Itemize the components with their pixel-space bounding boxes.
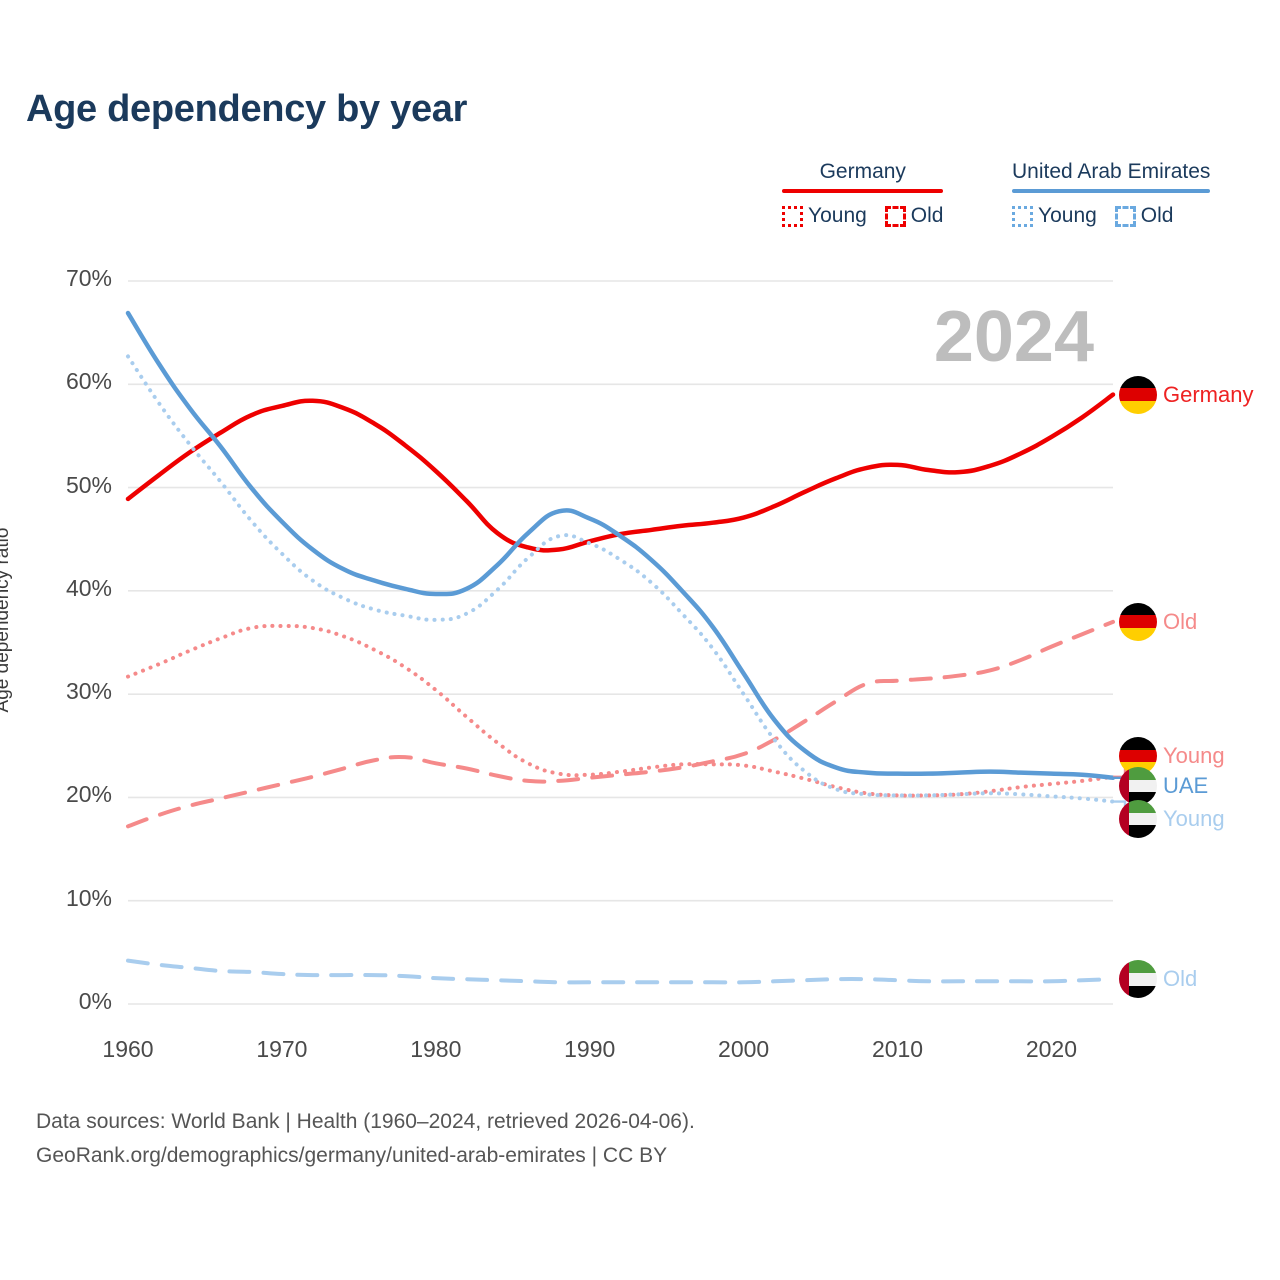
end-label-text: UAE — [1163, 773, 1209, 799]
end-label-uae-young[interactable]: Young — [1119, 800, 1225, 839]
series-line-germany-total — [125, 392, 1116, 553]
x-tick-label: 1960 — [102, 1036, 154, 1062]
legend-country-label: United Arab Emirates — [1012, 160, 1211, 183]
legend-item-label: Young — [1038, 204, 1097, 227]
footer-credits: Data sources: World Bank | Health (1960–… — [36, 1105, 695, 1173]
chart-legend: Germany Young Old United Arab Emirates Y — [770, 160, 1260, 246]
legend-item-label: Young — [808, 204, 867, 227]
end-label-text: Old — [1163, 966, 1198, 992]
x-tick-label: 2010 — [871, 1036, 924, 1062]
end-label-germany-total[interactable]: Germany — [1119, 375, 1254, 414]
series-line-germany-young — [126, 623, 1115, 798]
end-label-uae-old[interactable]: Old — [1119, 960, 1198, 999]
end-label-text: Germany — [1163, 381, 1254, 407]
uae-flag-icon — [1119, 960, 1157, 999]
y-tick-label: 50% — [65, 471, 112, 498]
series-line-germany-old — [126, 619, 1115, 829]
x-tick-label: 1990 — [564, 1036, 616, 1062]
x-tick-label: 2020 — [1025, 1036, 1078, 1062]
series-line-uae-total — [125, 310, 1116, 781]
y-tick-label: 60% — [65, 368, 112, 395]
germany-flag-icon — [1119, 602, 1157, 641]
legend-underline-germany — [782, 189, 944, 193]
x-tick-label: 2000 — [718, 1036, 770, 1062]
y-tick-label: 20% — [65, 781, 112, 808]
page-title: Age dependency by year — [26, 88, 468, 130]
uae-flag-icon — [1119, 800, 1157, 839]
y-axis-title: Age dependency ratio — [0, 527, 13, 713]
legend-country-label: Germany — [819, 160, 906, 183]
legend-group-germany[interactable]: Germany Young Old — [782, 160, 944, 228]
year-watermark: 2024 — [933, 297, 1094, 377]
y-tick-label: 30% — [65, 678, 112, 705]
legend-item-uae-young[interactable]: Young — [1012, 204, 1097, 228]
x-tick-label: 1970 — [256, 1036, 308, 1062]
dashed-swatch-icon — [1114, 205, 1136, 227]
series-line-uae-old — [126, 958, 1115, 985]
end-label-text: Young — [1163, 743, 1225, 769]
legend-item-germany-old[interactable]: Old — [884, 204, 944, 228]
legend-underline-uae — [1012, 189, 1211, 193]
legend-item-germany-young[interactable]: Young — [782, 204, 867, 228]
y-tick-label: 70% — [65, 265, 112, 291]
legend-item-label: Old — [1140, 204, 1174, 227]
y-tick-label: 0% — [78, 988, 112, 1014]
series-line-uae-young — [126, 354, 1115, 804]
end-label-germany-old[interactable]: Old — [1119, 602, 1198, 641]
end-label-text: Old — [1163, 608, 1198, 634]
legend-item-uae-old[interactable]: Old — [1114, 204, 1174, 228]
legend-item-label: Old — [910, 204, 944, 227]
germany-flag-icon — [1119, 375, 1157, 414]
x-tick-label: 1980 — [410, 1036, 462, 1062]
dotted-swatch-icon — [1012, 205, 1033, 227]
dotted-swatch-icon — [782, 205, 803, 227]
dashed-swatch-icon — [884, 205, 906, 227]
legend-group-uae[interactable]: United Arab Emirates Young Old — [1012, 160, 1211, 228]
footer-line-sources: Data sources: World Bank | Health (1960–… — [36, 1110, 695, 1133]
end-label-uae-total[interactable]: UAE — [1119, 767, 1209, 806]
footer-line-url: GeoRank.org/demographics/germany/united-… — [36, 1144, 668, 1168]
y-tick-label: 10% — [65, 884, 112, 911]
grid-lines — [128, 280, 1113, 1005]
y-tick-label: 40% — [65, 574, 112, 601]
end-label-text: Young — [1163, 806, 1225, 832]
